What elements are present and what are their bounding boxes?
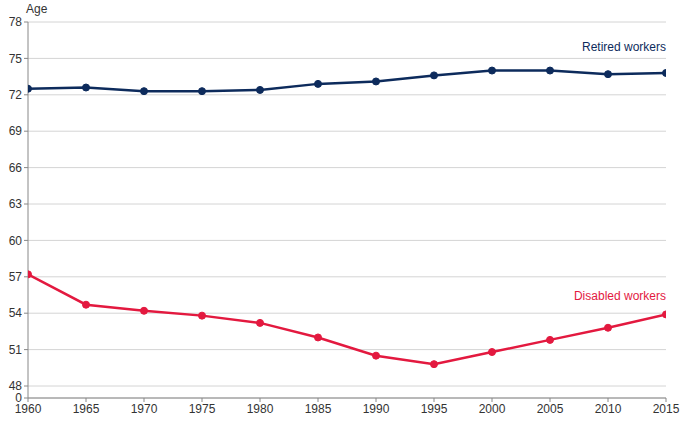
- svg-text:69: 69: [9, 124, 23, 138]
- svg-text:1985: 1985: [305, 402, 332, 416]
- svg-text:60: 60: [9, 234, 23, 248]
- svg-text:1960: 1960: [14, 401, 42, 416]
- svg-text:63: 63: [9, 197, 23, 211]
- html-text:Age: Age: [26, 2, 48, 16]
- svg-text:57: 57: [9, 270, 23, 284]
- svg-text:0: 0: [15, 391, 22, 405]
- svg-text:78: 78: [9, 15, 23, 29]
- svg-text:54: 54: [9, 306, 23, 320]
- svg-text:1980: 1980: [247, 402, 274, 416]
- svg-text:2000: 2000: [479, 402, 506, 416]
- svg-text:1970: 1970: [131, 402, 158, 416]
- svg-text:1975: 1975: [189, 402, 216, 416]
- svg-text:48: 48: [9, 379, 23, 393]
- svg-text:1965: 1965: [73, 402, 100, 416]
- svg-text:1990: 1990: [363, 402, 390, 416]
- svg-text:2010: 2010: [595, 402, 622, 416]
- svg-text:Retired workers: Retired workers: [582, 40, 666, 54]
- svg-text:66: 66: [9, 161, 23, 175]
- svg-text:75: 75: [9, 52, 23, 66]
- svg-text:Disabled workers: Disabled workers: [574, 289, 666, 303]
- svg-text:72: 72: [9, 88, 23, 102]
- svg-text:2015: 2015: [653, 402, 673, 416]
- svg-text:1995: 1995: [421, 402, 448, 416]
- svg-text:2005: 2005: [537, 402, 564, 416]
- svg-text:51: 51: [9, 343, 23, 357]
